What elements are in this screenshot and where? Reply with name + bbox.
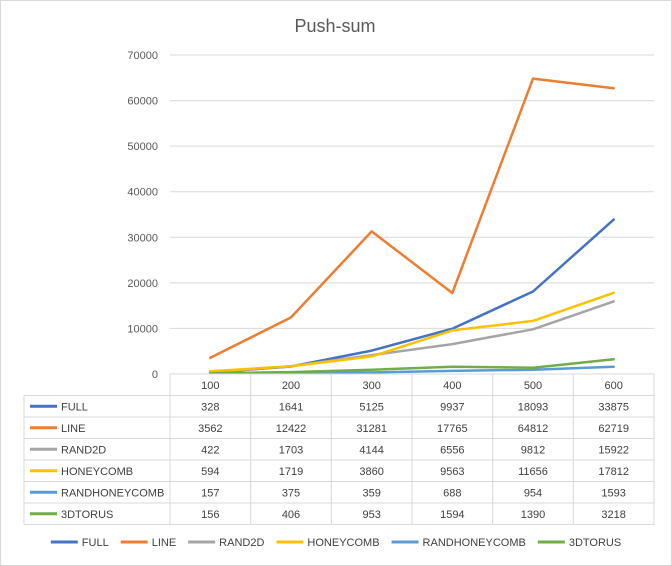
legend-label: HONEYCOMB xyxy=(307,537,379,549)
y-tick-label: 70000 xyxy=(127,50,158,62)
table-cell: 156 xyxy=(201,509,219,521)
table-cell: 9937 xyxy=(440,401,464,413)
legend-label: RAND2D xyxy=(219,537,264,549)
y-tick-label: 40000 xyxy=(127,187,158,199)
table-series-name: FULL xyxy=(61,401,88,413)
table-cell: 18093 xyxy=(518,401,549,413)
table-cell: 1594 xyxy=(440,509,464,521)
table-series-name: RAND2D xyxy=(61,444,106,456)
gridlines xyxy=(170,54,654,329)
table-cell: 9563 xyxy=(440,466,464,478)
table-cell: 359 xyxy=(362,487,380,499)
table-series-name: 3DTORUS xyxy=(61,509,113,521)
table-cell: 1593 xyxy=(601,487,625,499)
series-lines xyxy=(209,77,615,375)
x-tick-label: 600 xyxy=(604,380,622,392)
table-cell: 11656 xyxy=(518,466,548,478)
table-cell: 17812 xyxy=(598,466,629,478)
table-cell: 62719 xyxy=(598,423,629,435)
y-tick-label: 60000 xyxy=(127,96,158,108)
table-cell: 6556 xyxy=(440,444,464,456)
table-cell: 953 xyxy=(362,509,380,521)
table-cell: 954 xyxy=(524,487,542,499)
y-tick-label: 0 xyxy=(152,369,158,381)
table-cell: 5125 xyxy=(359,401,383,413)
table-cell: 3562 xyxy=(198,423,222,435)
legend-label: FULL xyxy=(82,537,109,549)
table-series-name: RANDHONEYCOMB xyxy=(61,487,164,499)
table-cell: 1719 xyxy=(279,466,303,478)
x-tick-label: 300 xyxy=(362,380,380,392)
x-tick-label: 500 xyxy=(524,380,542,392)
table-cell: 64812 xyxy=(518,423,549,435)
table-cell: 157 xyxy=(201,487,219,499)
table-cell: 594 xyxy=(201,466,219,478)
table-cell: 9812 xyxy=(521,444,545,456)
legend-label: RANDHONEYCOMB xyxy=(423,537,526,549)
y-tick-label: 20000 xyxy=(127,278,158,290)
table-cell: 688 xyxy=(443,487,461,499)
table-cell: 328 xyxy=(201,401,219,413)
table-cell: 17765 xyxy=(437,423,468,435)
series-line-3dtorus xyxy=(209,358,615,375)
table-cell: 3860 xyxy=(359,466,383,478)
table-series-name: HONEYCOMB xyxy=(61,466,133,478)
table-cell: 422 xyxy=(201,444,219,456)
legend-label: 3DTORUS xyxy=(569,537,621,549)
table-cell: 33875 xyxy=(598,401,629,413)
table-cell: 3218 xyxy=(601,509,625,521)
table-cell: 1703 xyxy=(279,444,303,456)
table-cell: 31281 xyxy=(356,423,387,435)
series-line-line xyxy=(209,77,615,360)
series-line-rand2d xyxy=(209,300,615,374)
chart-title: Push-sum xyxy=(294,16,375,36)
legend: FULL LINE RAND2D HONEYCOMB RANDHONEYCOMB 3DTO… xyxy=(50,537,621,549)
table-cell: 15922 xyxy=(598,444,629,456)
series-line-honeycomb xyxy=(209,291,615,373)
y-tick-label: 10000 xyxy=(127,323,158,335)
x-tick-label: 200 xyxy=(282,380,300,392)
table-cell: 1641 xyxy=(279,401,303,413)
x-tick-label: 400 xyxy=(443,380,461,392)
y-tick-label: 50000 xyxy=(127,141,158,153)
table-cell: 1390 xyxy=(521,509,545,521)
legend-label: LINE xyxy=(152,537,176,549)
table-series-name: LINE xyxy=(61,423,85,435)
table-cell: 406 xyxy=(282,509,300,521)
y-axis: 0 10000 20000 30000 40000 50000 60000 70000 xyxy=(127,50,158,381)
y-tick-label: 30000 xyxy=(127,232,158,244)
data-table: 100 200 300 400 500 600 FULL 328 1641 5125 9937 180… xyxy=(23,373,655,525)
table-cell: 12422 xyxy=(276,423,307,435)
table-cell: 375 xyxy=(282,487,300,499)
x-tick-label: 100 xyxy=(201,380,219,392)
table-cell: 4144 xyxy=(359,444,383,456)
